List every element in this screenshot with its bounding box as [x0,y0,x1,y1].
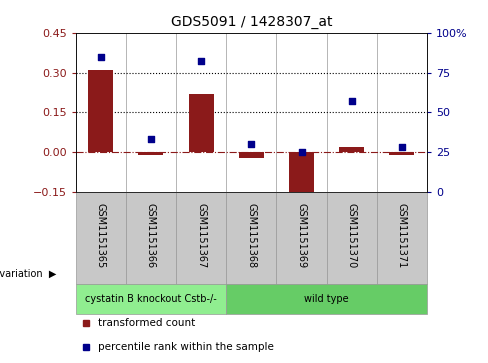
Text: GSM1151371: GSM1151371 [397,203,407,268]
Bar [176,192,226,285]
Bar [326,192,377,285]
Bar [239,152,264,158]
Text: GSM1151367: GSM1151367 [196,203,206,268]
Text: GSM1151369: GSM1151369 [297,203,306,268]
Text: percentile rank within the sample: percentile rank within the sample [99,342,274,351]
Bar [339,147,364,152]
Bar [226,192,276,285]
Bar [139,152,163,155]
Point [97,54,104,60]
Text: transformed count: transformed count [99,318,196,328]
Point [247,141,255,147]
Text: GSM1151370: GSM1151370 [346,203,357,268]
Point [398,144,406,150]
Bar [226,285,427,314]
Point [147,136,155,142]
Bar [276,192,326,285]
Bar [76,285,226,314]
Bar [88,70,113,152]
Point [197,58,205,64]
Text: GSM1151366: GSM1151366 [146,203,156,268]
Text: genotype/variation  ▶: genotype/variation ▶ [0,269,56,279]
Bar [76,192,126,285]
Bar [377,192,427,285]
Text: cystatin B knockout Cstb-/-: cystatin B knockout Cstb-/- [85,294,217,304]
Point [298,149,305,155]
Bar [289,152,314,200]
Text: GSM1151365: GSM1151365 [96,203,106,268]
Bar [188,94,214,152]
Bar [126,192,176,285]
Point [348,98,356,104]
Text: wild type: wild type [305,294,349,304]
Title: GDS5091 / 1428307_at: GDS5091 / 1428307_at [171,15,332,29]
Bar [389,152,414,155]
Text: GSM1151368: GSM1151368 [246,203,256,268]
